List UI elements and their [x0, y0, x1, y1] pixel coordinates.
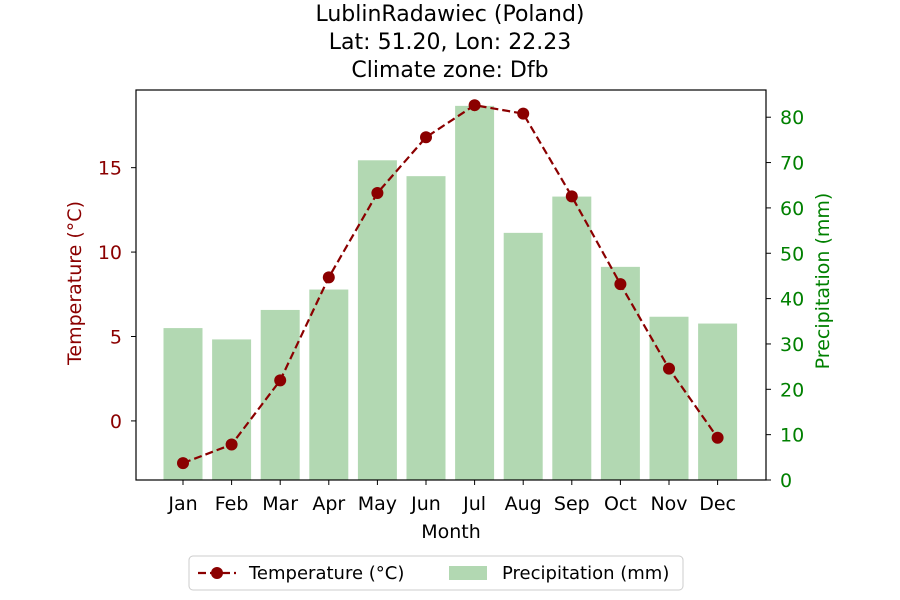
- precipitation-bar-sep: [552, 196, 592, 480]
- precipitation-bar-mar: [260, 309, 300, 480]
- left-y-axis: 0 5 10 15 Temperature (°C): [64, 158, 136, 433]
- temperature-point-oct: [614, 278, 627, 291]
- right-y-tick-label-70: 70: [780, 153, 804, 175]
- temperature-line: [182, 104, 719, 465]
- temperature-point-jun: [420, 131, 432, 144]
- precipitation-bar-nov: [649, 316, 689, 480]
- right-y-tick-label-40: 40: [780, 289, 804, 311]
- right-y-tick-label-50: 50: [780, 243, 804, 265]
- temperature-point-jul: [468, 99, 481, 112]
- x-tick-label-may: May: [358, 493, 397, 515]
- temperature-series: [177, 99, 724, 470]
- precipitation-bar-jan: [163, 328, 203, 480]
- left-y-axis-label: Temperature (°C): [64, 201, 86, 366]
- title-line-1: LublinRadawiec (Poland): [315, 2, 584, 27]
- x-tick-label-dec: Dec: [699, 493, 736, 515]
- temperature-point-mar: [274, 374, 287, 387]
- legend-temperature-label: Temperature (°C): [248, 563, 404, 584]
- x-tick-label-feb: Feb: [215, 493, 249, 515]
- temperature-point-nov: [663, 362, 675, 375]
- precipitation-bar-dec: [698, 323, 738, 480]
- precipitation-bar-aug: [503, 232, 543, 480]
- x-tick-label-nov: Nov: [650, 493, 687, 515]
- temperature-point-sep: [565, 190, 578, 203]
- title-line-2: Lat: 51.20, Lon: 22.23: [329, 30, 571, 55]
- x-tick-label-aug: Aug: [505, 493, 542, 515]
- right-y-tick-label-0: 0: [780, 470, 792, 492]
- left-y-tick-label-0: 0: [110, 411, 122, 433]
- legend: Temperature (°C) Precipitation (mm): [188, 555, 684, 591]
- x-tick-label-jun: Jun: [410, 493, 441, 515]
- chart-title: LublinRadawiec (Poland) Lat: 51.20, Lon: …: [315, 2, 584, 83]
- precipitation-bar-feb: [212, 339, 252, 480]
- right-y-tick-label-30: 30: [780, 334, 804, 356]
- legend-frame: [188, 555, 684, 591]
- precipitation-bar-oct: [600, 266, 640, 480]
- precipitation-bar-apr: [309, 289, 349, 480]
- right-y-tick-label-20: 20: [780, 379, 804, 401]
- x-tick-label-jan: Jan: [167, 493, 197, 515]
- precipitation-bar-jul: [455, 105, 495, 480]
- temperature-point-apr: [322, 271, 335, 284]
- x-tick-label-oct: Oct: [604, 493, 637, 515]
- temperature-point-jan: [177, 457, 189, 470]
- legend-precipitation-label: Precipitation (mm): [502, 563, 669, 584]
- right-y-tick-label-10: 10: [780, 425, 804, 447]
- right-y-axis: 0 10 20 30 40 50 60 70 80 Precipitation (mm): [766, 107, 834, 492]
- x-tick-label-jul: Jul: [462, 493, 486, 515]
- precipitation-bars: [163, 105, 738, 481]
- precipitation-bar-may: [357, 160, 397, 480]
- temperature-point-aug: [517, 107, 530, 120]
- right-y-tick-label-60: 60: [780, 198, 804, 220]
- right-y-tick-label-80: 80: [780, 107, 804, 129]
- temperature-point-dec: [711, 431, 724, 444]
- left-y-tick-label-10: 10: [98, 242, 122, 264]
- left-y-tick-label-5: 5: [110, 326, 122, 348]
- temperature-point-may: [371, 186, 384, 199]
- title-line-3: Climate zone: Dfb: [351, 58, 548, 83]
- x-tick-label-mar: Mar: [262, 493, 298, 515]
- left-y-tick-label-15: 15: [98, 158, 122, 180]
- temperature-point-feb: [225, 438, 238, 451]
- legend-temperature-swatch-marker: [211, 567, 223, 579]
- x-tick-label-sep: Sep: [554, 493, 590, 515]
- x-axis: Jan Feb Mar Apr May Jun Jul Aug Sep Oct Nov Dec Mont…: [167, 480, 736, 543]
- plot-frame: [135, 89, 767, 481]
- right-y-axis-label: Precipitation (mm): [812, 193, 834, 370]
- x-tick-label-apr: Apr: [312, 493, 345, 515]
- legend-precipitation-swatch: [449, 566, 487, 580]
- x-axis-label: Month: [421, 521, 481, 543]
- precipitation-bar-jun: [406, 176, 446, 481]
